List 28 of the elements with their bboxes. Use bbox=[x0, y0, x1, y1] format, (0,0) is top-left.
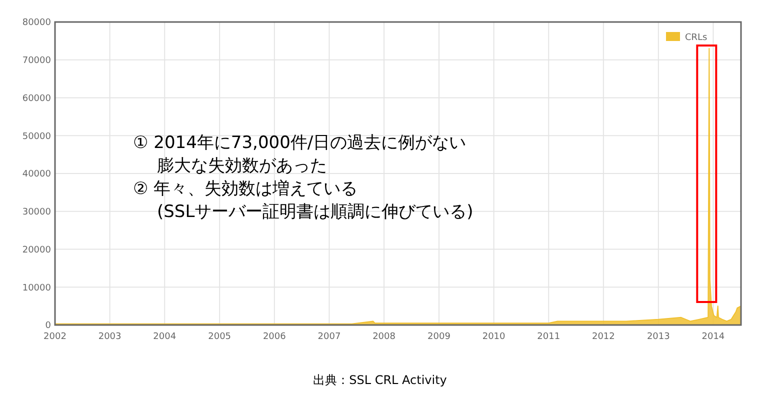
x-tick-label: 2013 bbox=[646, 332, 670, 342]
x-tick-label: 2006 bbox=[262, 332, 286, 342]
annotation: ① 2014年に73,000件/日の過去に例がない bbox=[133, 133, 466, 153]
x-tick-label: 2007 bbox=[318, 332, 341, 342]
x-tick-label: 2005 bbox=[208, 332, 232, 342]
y-tick-label: 20000 bbox=[22, 245, 52, 256]
x-tick-label: 2012 bbox=[592, 332, 615, 342]
annotation: 膨大な失効数があった bbox=[157, 156, 327, 176]
y-tick-label: 70000 bbox=[22, 56, 52, 66]
legend-label: CRLs bbox=[685, 33, 708, 43]
x-tick-label: 2010 bbox=[482, 332, 506, 342]
x-tick-label: 2009 bbox=[428, 332, 451, 342]
y-tick-label: 50000 bbox=[22, 132, 52, 142]
annotation: (SSLサーバー証明書は順調に伸びている) bbox=[157, 202, 474, 222]
y-tick-label: 0 bbox=[45, 321, 52, 332]
source-note: 出典：SSL CRL Activity bbox=[313, 373, 447, 387]
y-tick-label: 30000 bbox=[22, 208, 52, 218]
x-tick-label: 2004 bbox=[153, 332, 176, 342]
annotation: ② 年々、失効数は増えている bbox=[133, 179, 358, 199]
y-tick-label: 80000 bbox=[22, 18, 52, 28]
x-tick-label: 2014 bbox=[702, 332, 725, 342]
x-tick-label: 2008 bbox=[372, 332, 396, 342]
x-tick-label: 2011 bbox=[537, 332, 560, 342]
y-tick-label: 60000 bbox=[22, 94, 52, 104]
y-tick-label: 40000 bbox=[22, 170, 52, 180]
x-tick-label: 2003 bbox=[98, 332, 122, 342]
x-tick-label: 2002 bbox=[44, 332, 66, 342]
y-tick-label: 10000 bbox=[22, 283, 52, 294]
